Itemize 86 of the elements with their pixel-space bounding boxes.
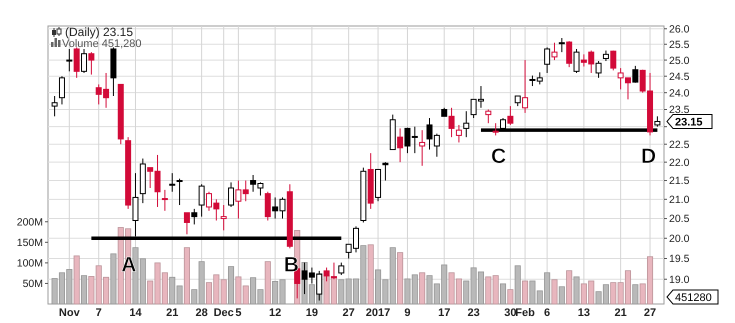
candlestick	[507, 106, 514, 126]
candlestick	[602, 50, 609, 62]
bar	[74, 255, 80, 304]
candlestick	[419, 130, 426, 166]
candlestick	[574, 48, 580, 74]
x-tick-label: Feb	[515, 307, 536, 319]
y2-tick-label: 22.0	[669, 156, 690, 169]
candlestick	[74, 46, 80, 78]
text: 23.15	[675, 116, 703, 128]
x-tick-label: 5	[235, 307, 242, 319]
y2-tick-label: 24.5	[669, 70, 690, 83]
candlestick	[176, 178, 183, 206]
x-tick-label: 7	[96, 307, 102, 319]
candlestick	[184, 212, 190, 235]
y2-tick-label: 25.5	[669, 38, 690, 51]
x-tick-label: 2017	[366, 307, 390, 319]
y-tick-label: 150M	[16, 236, 43, 249]
candlestick	[448, 107, 455, 138]
bar	[419, 272, 426, 304]
candlestick	[264, 191, 271, 222]
candlestick	[654, 116, 660, 128]
bar	[551, 279, 558, 304]
x-tick-label: 19	[306, 307, 318, 319]
y2-tick-label: 20.0	[669, 232, 690, 245]
bar	[184, 247, 190, 304]
x-tick-label: 14	[129, 307, 142, 319]
text: Volume 451,280	[62, 38, 142, 50]
candlestick	[456, 124, 462, 143]
y2-tick-label: 23.5	[669, 104, 690, 116]
candlestick	[338, 262, 344, 276]
x-tick-label: 17	[438, 307, 450, 319]
chart-title: (Daily) 23.15	[65, 25, 134, 39]
x-tick-label: 23	[467, 307, 480, 319]
annotation: D	[640, 145, 656, 168]
candlestick	[66, 48, 72, 72]
x-tick-label: 30	[504, 307, 516, 319]
y2-tick-label: 19.0	[669, 274, 690, 286]
bar	[566, 270, 572, 304]
candlestick	[162, 189, 168, 212]
bar	[507, 289, 514, 304]
x-tick-label: 21	[166, 307, 178, 319]
y2-tick-label: 22.5	[669, 138, 690, 151]
y2-tick-label: 21.5	[669, 175, 690, 188]
candlestick	[88, 52, 94, 76]
candlestick	[596, 60, 602, 78]
x-tick-label: Nov	[58, 307, 81, 319]
candlestick	[632, 65, 638, 84]
candlestick	[81, 48, 88, 74]
y2-tick-label: 20.5	[669, 213, 690, 226]
x-tick-label: 12	[269, 307, 282, 319]
annotation: B	[284, 253, 299, 276]
y2-tick-label: 21.0	[669, 194, 690, 206]
bar	[522, 280, 528, 304]
candlestick	[485, 108, 492, 124]
x-tick-label: 28	[196, 307, 208, 319]
x-tick-label: 6	[544, 307, 550, 319]
y2-tick-label: 24.0	[669, 87, 690, 100]
candlestick	[463, 110, 470, 138]
y-tick-label: 100M	[16, 258, 43, 270]
y2-tick-label: 26.0	[669, 23, 690, 36]
candlestick	[558, 38, 565, 53]
candlestick	[191, 208, 198, 225]
x-tick-label: 27	[342, 307, 355, 319]
text: 451280	[675, 292, 712, 304]
annotation: C	[491, 145, 506, 168]
candlestick	[566, 40, 572, 68]
x-tick-label: 27	[644, 307, 656, 319]
candlestick	[58, 76, 65, 105]
y-tick-label: 200M	[16, 216, 43, 228]
bar	[397, 252, 404, 304]
bar	[368, 244, 374, 304]
candlestick	[397, 128, 404, 163]
y2-tick-label: 19.5	[669, 253, 690, 266]
candlestick	[492, 122, 499, 136]
y2-tick-label: 25.0	[669, 54, 690, 67]
candlestick	[52, 96, 58, 117]
annotation: A	[121, 253, 136, 276]
x-tick-label: 21	[614, 307, 627, 319]
bar	[264, 261, 271, 304]
candlestick	[169, 172, 176, 192]
y-tick-label: 50M	[22, 278, 43, 290]
x-tick-label: 13	[578, 307, 590, 319]
x-tick-label: Dec	[214, 307, 234, 319]
candlestick	[220, 204, 227, 231]
candlestick	[610, 50, 616, 71]
x-tick-label: 9	[404, 307, 411, 319]
